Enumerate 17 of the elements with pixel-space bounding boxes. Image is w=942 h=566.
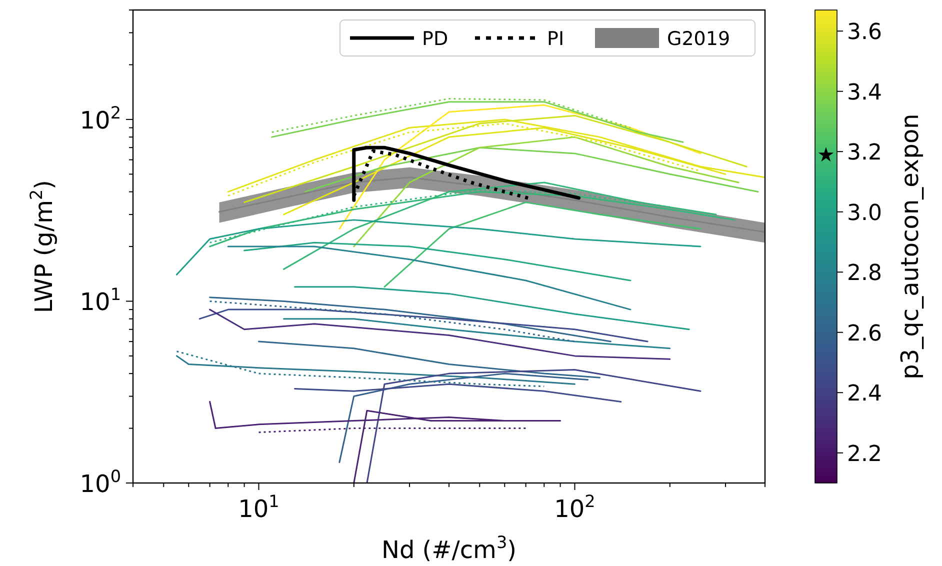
color-bar-label: 2.8: [847, 261, 882, 286]
color-bar-label: 2.2: [847, 442, 882, 467]
color-bar-label: 2.6: [847, 321, 882, 346]
color-bar-label: 3.4: [847, 80, 882, 106]
color-bar-title: p3_qc_autocon_expon: [896, 114, 924, 380]
x-axis-title: Nd (#/cm$^{3}$): [381, 532, 517, 564]
text: ★: [817, 142, 835, 166]
y-tick-label: 10$^{2}$: [80, 102, 121, 134]
legend-label: PD: [422, 28, 448, 50]
color-bar-label: 3.6: [847, 20, 882, 46]
color-bar-label: 3.0: [847, 200, 882, 226]
color-bar-label: 3.2: [847, 140, 882, 166]
y-tick-label: 10$^{1}$: [80, 284, 121, 316]
legend-label: PI: [547, 28, 564, 50]
y-tick-label: 10$^{0}$: [80, 466, 121, 498]
legend-label: G2019: [667, 28, 730, 50]
color-bar-label: 2.4: [847, 382, 882, 407]
